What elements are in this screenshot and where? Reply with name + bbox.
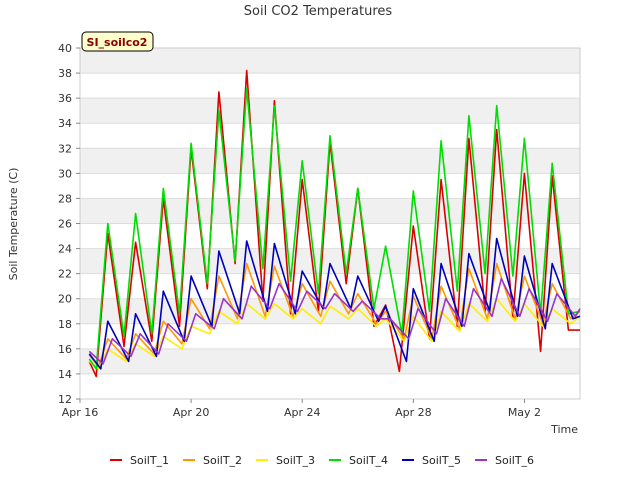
- y-tick-label: 22: [58, 268, 72, 281]
- grid-band: [80, 48, 580, 74]
- legend-label-soilt_3: SoilT_3: [276, 454, 315, 467]
- grid-band: [80, 348, 580, 374]
- y-axis-title: Soil Temperature (C): [7, 168, 20, 281]
- legend-label-soilt_2: SoilT_2: [203, 454, 242, 467]
- y-axis-ticks: 12 14 16 18 20 22 24 26 28 30 32 34 36 38 40: [58, 42, 80, 406]
- legend: SoilT_1 SoilT_2 SoilT_3 SoilT_4 SoilT_5 SoilT…: [110, 454, 534, 467]
- y-tick-label: 28: [58, 192, 72, 205]
- y-tick-label: 30: [58, 167, 72, 180]
- x-tick-label: May 2: [508, 406, 541, 419]
- y-tick-label: 18: [58, 318, 72, 331]
- legend-label-soilt_5: SoilT_5: [422, 454, 461, 467]
- series-line-soilt_5: [88, 237, 581, 370]
- y-tick-label: 26: [58, 218, 72, 231]
- y-tick-label: 36: [58, 92, 72, 105]
- series-line-soilt_2: [88, 262, 581, 368]
- x-axis-ticks: Apr 16 Apr 20 Apr 24 Apr 28 May 2: [62, 399, 541, 419]
- y-tick-label: 34: [58, 117, 72, 130]
- x-tick-label: Apr 16: [62, 406, 99, 419]
- y-tick-label: 16: [58, 343, 72, 356]
- badge-label: SI_soilco2: [87, 36, 148, 49]
- x-tick-label: Apr 20: [173, 406, 210, 419]
- legend-label-soilt_1: SoilT_1: [130, 454, 169, 467]
- series-lines: [88, 69, 581, 378]
- y-tick-label: 20: [58, 293, 72, 306]
- x-axis-title: Time: [550, 423, 578, 436]
- grid-bands: [80, 48, 580, 374]
- y-tick-label: 40: [58, 42, 72, 55]
- y-tick-label: 12: [58, 393, 72, 406]
- y-tick-label: 38: [58, 67, 72, 80]
- grid-band: [80, 248, 580, 274]
- y-tick-label: 32: [58, 142, 72, 155]
- legend-label-soilt_4: SoilT_4: [349, 454, 388, 467]
- grid-band: [80, 98, 580, 124]
- y-tick-label: 24: [58, 243, 72, 256]
- station-badge: SI_soilco2: [81, 31, 154, 52]
- series-line-soilt_4: [88, 87, 581, 370]
- series-line-soilt_6: [88, 277, 581, 365]
- badge-box: [81, 31, 154, 52]
- x-tick-label: Apr 28: [395, 406, 432, 419]
- x-tick-label: Apr 24: [284, 406, 321, 419]
- legend-label-soilt_6: SoilT_6: [495, 454, 534, 467]
- y-tick-label: 14: [58, 368, 72, 381]
- grid-band: [80, 298, 580, 324]
- chart-title: Soil CO2 Temperatures: [244, 4, 393, 19]
